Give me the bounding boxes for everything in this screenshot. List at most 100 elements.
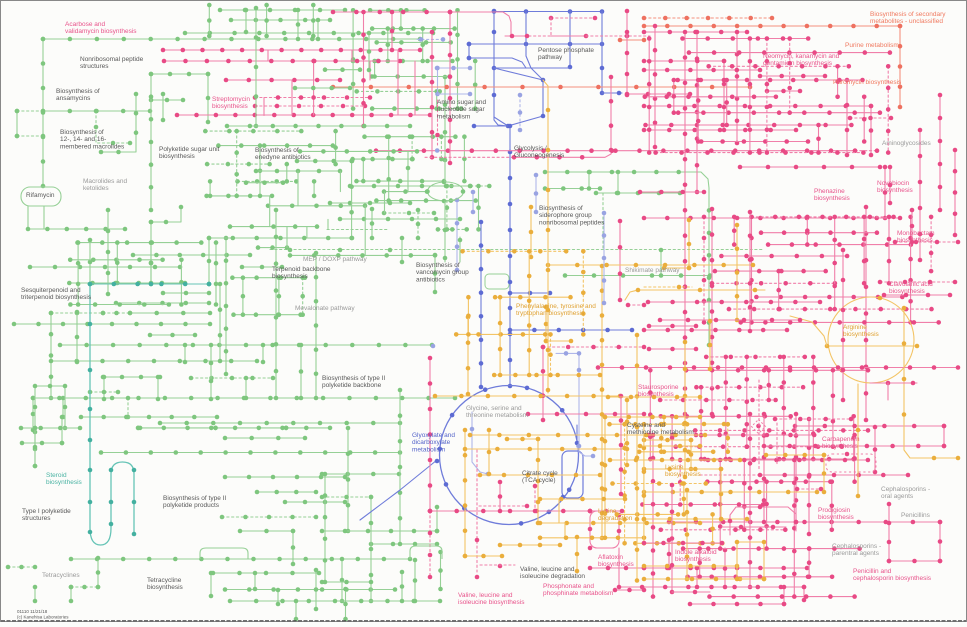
- svg-text:Staurosporine: Staurosporine: [638, 384, 679, 391]
- svg-text:structures: structures: [22, 515, 51, 522]
- svg-text:Monobactam: Monobactam: [897, 230, 935, 237]
- svg-text:oral agents: oral agents: [881, 493, 914, 500]
- svg-text:Prodigiosin: Prodigiosin: [818, 507, 851, 514]
- svg-text:biosynthesis: biosynthesis: [147, 584, 184, 591]
- svg-text:Shikimate pathway: Shikimate pathway: [625, 267, 680, 274]
- svg-text:Purine metabolism: Purine metabolism: [845, 42, 899, 49]
- svg-text:biosynthesis: biosynthesis: [212, 103, 249, 110]
- svg-text:biosynthesis: biosynthesis: [877, 187, 914, 194]
- svg-text:MEP / DOXP pathway: MEP / DOXP pathway: [303, 256, 367, 263]
- svg-text:ansamycins: ansamycins: [56, 95, 91, 102]
- svg-text:polyketide backbone: polyketide backbone: [322, 382, 382, 389]
- svg-text:degradation: degradation: [598, 515, 633, 522]
- svg-text:threonine metabolism: threonine metabolism: [466, 412, 528, 419]
- svg-text:Neomycin, kanamycin and: Neomycin, kanamycin and: [763, 53, 840, 60]
- svg-text:Arginine: Arginine: [843, 324, 867, 331]
- svg-text:biosynthesis: biosynthesis: [46, 479, 83, 486]
- svg-text:tryptophan biosynthesis: tryptophan biosynthesis: [516, 310, 585, 317]
- svg-text:Streptomycin: Streptomycin: [212, 96, 250, 103]
- svg-text:nucleotide sugar: nucleotide sugar: [437, 106, 486, 113]
- svg-text:metabolism: metabolism: [412, 446, 445, 453]
- svg-text:Aminoglycosides: Aminoglycosides: [882, 140, 932, 147]
- svg-text:dicarboxylate: dicarboxylate: [412, 439, 451, 446]
- svg-text:Amino sugar and: Amino sugar and: [437, 99, 487, 106]
- svg-text:Macrolides and: Macrolides and: [83, 178, 127, 185]
- svg-text:biosynthesis: biosynthesis: [889, 288, 926, 295]
- svg-text:Biosynthesis of: Biosynthesis of: [416, 262, 460, 269]
- svg-text:metabolites - unclassified: metabolites - unclassified: [870, 18, 943, 25]
- svg-text:Sesquiterpenoid and: Sesquiterpenoid and: [21, 287, 81, 294]
- svg-text:biosynthesis: biosynthesis: [675, 556, 712, 563]
- svg-text:Cephalosporins -: Cephalosporins -: [832, 543, 881, 550]
- svg-text:ketolides: ketolides: [83, 185, 109, 192]
- svg-text:membered macrolides: membered macrolides: [60, 143, 125, 150]
- svg-text:parentral agents: parentral agents: [832, 550, 880, 557]
- svg-text:Novobiocin: Novobiocin: [877, 180, 910, 187]
- svg-text:nonribosomal peptides: nonribosomal peptides: [539, 219, 605, 226]
- svg-text:12-, 14- and 16-: 12-, 14- and 16-: [60, 136, 106, 143]
- svg-text:isoleucine degradation: isoleucine degradation: [520, 573, 585, 580]
- svg-text:Acarbose and: Acarbose and: [65, 21, 105, 28]
- svg-text:Puromycin biosynthesis: Puromycin biosynthesis: [833, 79, 902, 86]
- svg-text:biosynthesis: biosynthesis: [665, 471, 702, 478]
- svg-text:Nonribosomal peptide: Nonribosomal peptide: [80, 56, 144, 63]
- svg-text:validamycin biosynthesis: validamycin biosynthesis: [65, 28, 137, 35]
- svg-text:Biosynthesis of type II: Biosynthesis of type II: [163, 495, 226, 502]
- svg-text:pathway: pathway: [538, 54, 563, 61]
- svg-text:(TCA cycle): (TCA cycle): [522, 477, 556, 484]
- svg-text:phosphinate metabolism: phosphinate metabolism: [543, 590, 613, 597]
- svg-text:Gluconeogenesis: Gluconeogenesis: [514, 152, 565, 159]
- svg-text:Phosphonate and: Phosphonate and: [543, 583, 594, 590]
- svg-text:Penicillin and: Penicillin and: [853, 568, 892, 575]
- svg-text:Lysine: Lysine: [665, 464, 684, 471]
- svg-text:metabolism: metabolism: [437, 113, 470, 120]
- svg-text:Cysteine and: Cysteine and: [627, 422, 665, 429]
- svg-text:Biosynthesis of type II: Biosynthesis of type II: [322, 375, 385, 382]
- svg-text:Type I polyketide: Type I polyketide: [22, 508, 71, 515]
- svg-text:Clavulanic acid: Clavulanic acid: [889, 281, 933, 288]
- svg-text:biosynthesis: biosynthesis: [822, 443, 859, 450]
- svg-text:Biosynthesis of secondary: Biosynthesis of secondary: [870, 11, 946, 18]
- svg-text:Biosynthesis of: Biosynthesis of: [539, 205, 583, 212]
- svg-text:Phenazine: Phenazine: [814, 188, 845, 195]
- svg-text:Penicillins: Penicillins: [901, 512, 931, 519]
- svg-text:Mevalonate pathway: Mevalonate pathway: [295, 305, 355, 312]
- svg-text:biosynthesis: biosynthesis: [818, 514, 855, 521]
- svg-text:gentamicin biosynthesis: gentamicin biosynthesis: [763, 60, 833, 67]
- svg-text:biosynthesis: biosynthesis: [897, 237, 934, 244]
- svg-text:isoleucine biosynthesis: isoleucine biosynthesis: [458, 599, 525, 606]
- svg-text:01110 11/21/18: 01110 11/21/18: [17, 609, 48, 614]
- svg-text:polyketide products: polyketide products: [163, 502, 220, 509]
- svg-text:Tetracycline: Tetracycline: [147, 577, 182, 584]
- svg-text:biosynthesis: biosynthesis: [598, 561, 635, 568]
- svg-text:Tetracyclines: Tetracyclines: [42, 572, 80, 579]
- svg-text:biosynthesis: biosynthesis: [272, 273, 309, 280]
- svg-text:Biosynthesis of: Biosynthesis of: [56, 88, 100, 95]
- svg-text:Carbapenem: Carbapenem: [822, 436, 860, 443]
- svg-text:biosynthesis: biosynthesis: [843, 331, 880, 338]
- svg-text:Terpenoid backbone: Terpenoid backbone: [272, 266, 331, 273]
- svg-text:vancomycin group: vancomycin group: [416, 269, 469, 276]
- svg-text:Biosynthesis of: Biosynthesis of: [255, 147, 299, 154]
- svg-text:Cephalosporins -: Cephalosporins -: [881, 486, 930, 493]
- svg-text:enedyne antibiotics: enedyne antibiotics: [255, 154, 311, 161]
- svg-text:siderophore group: siderophore group: [539, 212, 592, 219]
- svg-text:Pentose phosphate: Pentose phosphate: [538, 47, 594, 54]
- svg-text:Biosynthesis of: Biosynthesis of: [60, 129, 104, 136]
- svg-text:methionine metabolism: methionine metabolism: [627, 429, 694, 436]
- svg-text:Lysine: Lysine: [598, 508, 617, 515]
- svg-text:Rifamycin: Rifamycin: [26, 192, 55, 199]
- svg-text:structures: structures: [80, 63, 109, 70]
- svg-text:(c) Kanehisa Laboratories: (c) Kanehisa Laboratories: [17, 615, 69, 620]
- svg-text:Polyketide sugar unit: Polyketide sugar unit: [159, 146, 220, 153]
- svg-text:antibiotics: antibiotics: [416, 276, 446, 283]
- svg-text:biosynthesis: biosynthesis: [159, 153, 196, 160]
- svg-text:Citrate cycle: Citrate cycle: [522, 470, 558, 477]
- svg-text:Steroid: Steroid: [46, 472, 67, 479]
- svg-text:biosynthesis: biosynthesis: [638, 391, 675, 398]
- svg-text:Valine, leucine and: Valine, leucine and: [520, 566, 575, 573]
- svg-text:Phenylalanine, tyrosine and: Phenylalanine, tyrosine and: [516, 303, 596, 310]
- svg-text:Glycine, serine and: Glycine, serine and: [466, 405, 522, 412]
- svg-text:Indole alkaloid: Indole alkaloid: [675, 549, 717, 556]
- svg-text:Glyoxylate and: Glyoxylate and: [412, 432, 455, 439]
